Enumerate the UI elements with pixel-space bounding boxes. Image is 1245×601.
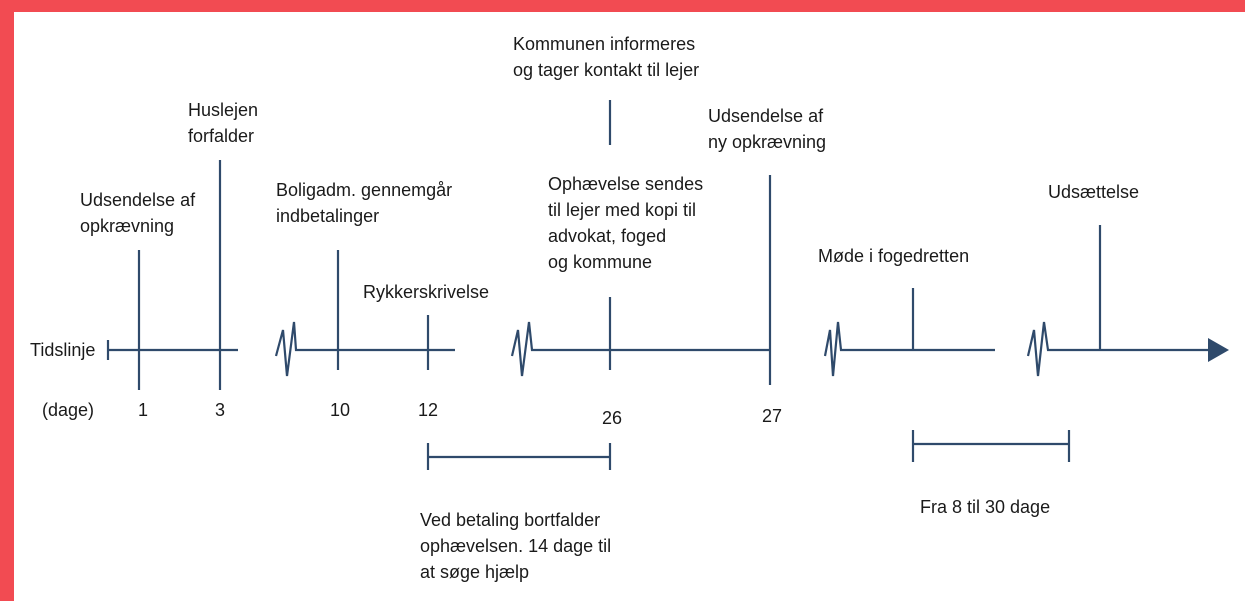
range-label: Fra 8 til 30 dage — [920, 497, 1050, 517]
event-label: advokat, foged — [548, 226, 666, 246]
event-label: Udsendelse af — [708, 106, 824, 126]
axis-label: Tidslinje — [30, 340, 95, 360]
event-note: Kommunen informeres — [513, 34, 695, 54]
event-note: og tager kontakt til lejer — [513, 60, 699, 80]
day-label: 10 — [330, 400, 350, 420]
event-label: Møde i fogedretten — [818, 246, 969, 266]
day-label: 1 — [138, 400, 148, 420]
event-label: indbetalinger — [276, 206, 379, 226]
event-label: forfalder — [188, 126, 254, 146]
event-label: Huslejen — [188, 100, 258, 120]
event-label: Udsættelse — [1048, 182, 1139, 202]
event-label: Ophævelse sendes — [548, 174, 703, 194]
range-label: at søge hjælp — [420, 562, 529, 582]
day-label: 27 — [762, 406, 782, 426]
range-label: ophævelsen. 14 dage til — [420, 536, 611, 556]
event-label: opkrævning — [80, 216, 174, 236]
day-label: 3 — [215, 400, 225, 420]
day-label: 12 — [418, 400, 438, 420]
event-label: Udsendelse af — [80, 190, 196, 210]
timeline — [106, 100, 1229, 470]
event-label: Rykkerskrivelse — [363, 282, 489, 302]
event-label: og kommune — [548, 252, 652, 272]
event-label: Boligadm. gennemgår — [276, 180, 452, 200]
unit-label: (dage) — [42, 400, 94, 420]
range-label: Ved betaling bortfalder — [420, 510, 600, 530]
event-label: til lejer med kopi til — [548, 200, 696, 220]
day-label: 26 — [602, 408, 622, 428]
event-label: ny opkrævning — [708, 132, 826, 152]
